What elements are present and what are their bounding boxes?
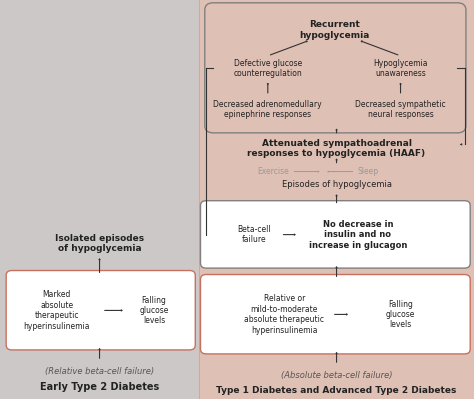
- Text: Decreased adrenomedullary
epinephrine responses: Decreased adrenomedullary epinephrine re…: [213, 100, 322, 119]
- Text: Relative or
mild-to-moderate
absolute therapeutic
hyperinsulinemia: Relative or mild-to-moderate absolute th…: [245, 294, 324, 334]
- Text: Falling
glucose
levels: Falling glucose levels: [139, 296, 169, 325]
- Bar: [199, 0, 474, 399]
- Bar: [0, 0, 199, 399]
- Text: Early Type 2 Diabetes: Early Type 2 Diabetes: [40, 382, 159, 392]
- Text: (Absolute beta-cell failure): (Absolute beta-cell failure): [281, 371, 392, 379]
- Text: Sleep: Sleep: [358, 167, 379, 176]
- Text: Isolated episodes
of hypoglycemia: Isolated episodes of hypoglycemia: [55, 234, 144, 253]
- Text: Marked
absolute
therapeutic
hyperinsulinemia: Marked absolute therapeutic hyperinsulin…: [24, 290, 90, 330]
- Text: Defective glucose
counterregulation: Defective glucose counterregulation: [233, 59, 302, 78]
- Text: Exercise: Exercise: [257, 167, 289, 176]
- Text: Episodes of hypoglycemia: Episodes of hypoglycemia: [282, 180, 392, 189]
- FancyBboxPatch shape: [201, 275, 470, 354]
- Text: Attenuated sympathoadrenal
responses to hypoglycemia (HAAF): Attenuated sympathoadrenal responses to …: [247, 139, 426, 158]
- FancyBboxPatch shape: [6, 271, 195, 350]
- Text: Type 1 Diabetes and Advanced Type 2 Diabetes: Type 1 Diabetes and Advanced Type 2 Diab…: [216, 386, 457, 395]
- Text: Recurrent
hypoglycemia: Recurrent hypoglycemia: [299, 20, 369, 40]
- Text: No decrease in
insulin and no
increase in glucagon: No decrease in insulin and no increase i…: [309, 220, 407, 249]
- Text: Beta-cell
failure: Beta-cell failure: [237, 225, 271, 244]
- Text: (Relative beta-cell failure): (Relative beta-cell failure): [45, 367, 154, 376]
- Text: Falling
glucose
levels: Falling glucose levels: [386, 300, 415, 329]
- Text: Decreased sympathetic
neural responses: Decreased sympathetic neural responses: [355, 100, 446, 119]
- Text: Hypoglycemia
unawareness: Hypoglycemia unawareness: [374, 59, 428, 78]
- FancyBboxPatch shape: [201, 201, 470, 268]
